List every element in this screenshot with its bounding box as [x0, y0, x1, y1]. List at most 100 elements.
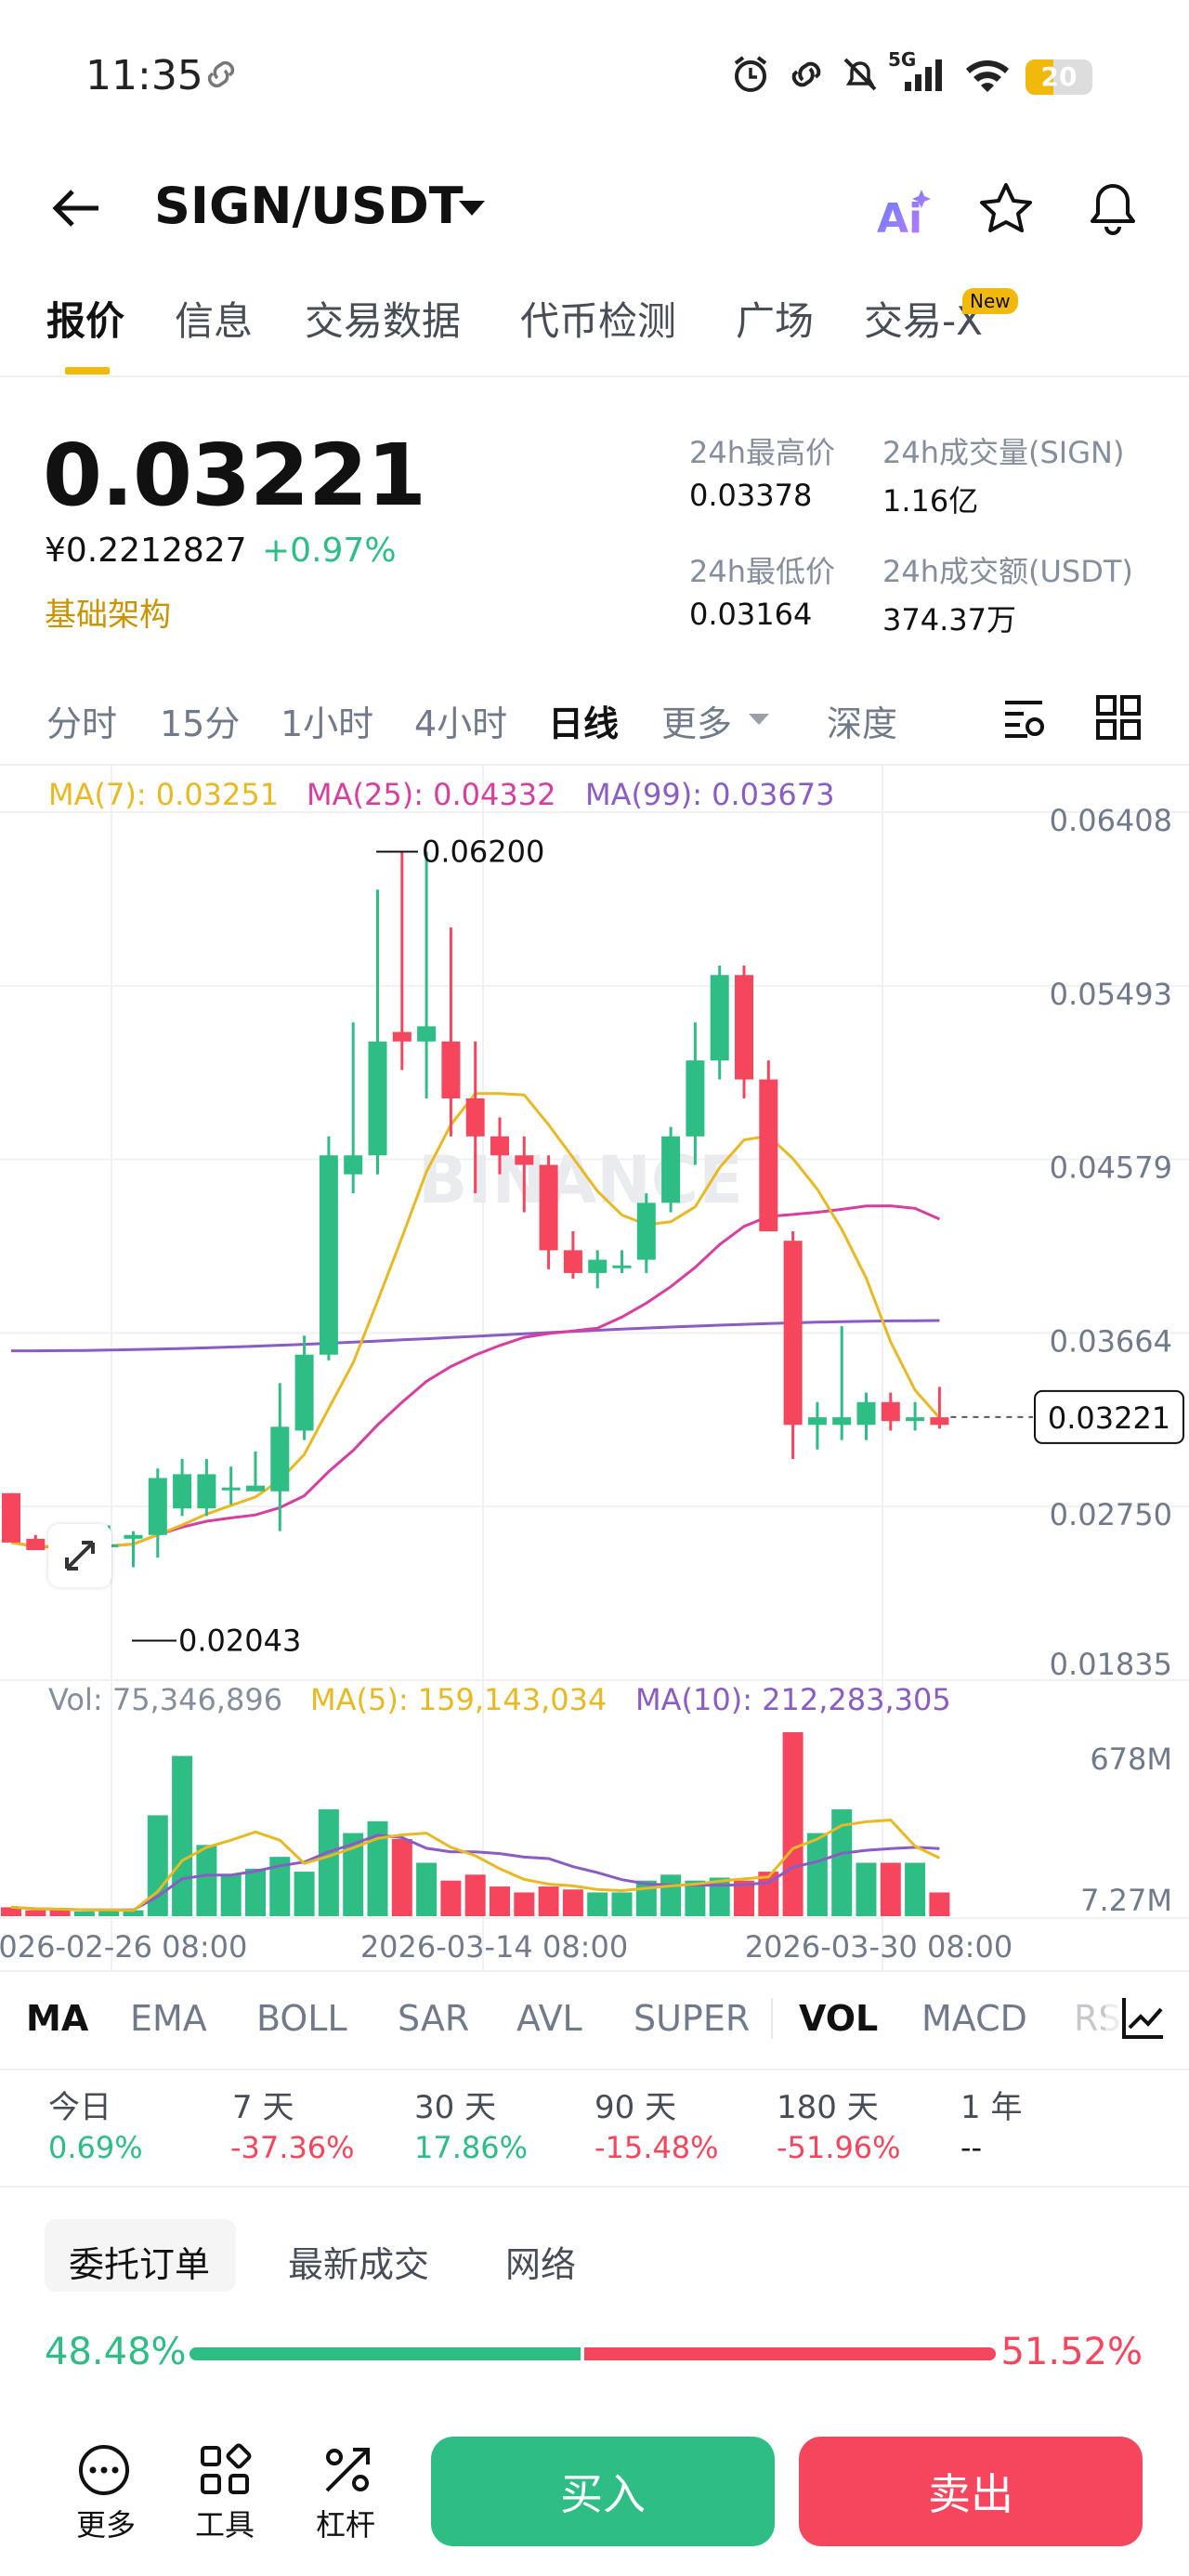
pair-title[interactable]: SIGN/USDT	[154, 177, 464, 235]
candle-body	[490, 1136, 509, 1156]
kline-chart[interactable]: BINANCE 0.06408 0.05493 0.04579 0.03664 0.02…	[0, 766, 1189, 1970]
star-icon[interactable]	[977, 180, 1035, 238]
tab-square[interactable]: 广场	[736, 298, 815, 344]
indicator-fade	[1105, 1983, 1189, 2057]
perf-divider	[0, 2186, 1189, 2188]
candle-body	[636, 1203, 656, 1260]
candle-body	[197, 1474, 216, 1509]
interval-4h[interactable]: 4小时	[414, 703, 508, 744]
ma99-legend: MA(99): 0.03673	[585, 777, 834, 812]
network-label: 5G	[888, 48, 917, 71]
binance-watermark: BINANCE	[418, 1142, 743, 1218]
tab-network[interactable]: 网络	[505, 2244, 577, 2285]
indicator-chart-icon[interactable]	[1120, 1994, 1167, 2041]
candle-body	[417, 1026, 437, 1042]
vol-legend: Vol: 75,346,896	[48, 1682, 282, 1717]
volume-bar	[929, 1892, 950, 1916]
volume-value: 1.16亿	[882, 483, 979, 519]
candle-body	[2, 1492, 20, 1543]
indicator-boll[interactable]: BOLL	[256, 1998, 347, 2039]
interval-15m[interactable]: 15分	[160, 703, 241, 744]
link-icon	[791, 61, 821, 87]
time-tick-label: 2026-02-26 08:00	[0, 1929, 247, 1965]
volume-ma5-line	[10, 1818, 941, 1912]
fullscreen-button[interactable]	[48, 1524, 111, 1587]
active-tab-indicator	[65, 367, 110, 375]
more-label[interactable]: 更多	[76, 2507, 137, 2543]
tools-icon[interactable]	[197, 2442, 253, 2498]
interval-1h[interactable]: 1小时	[281, 703, 374, 744]
indicator-ma[interactable]: MA	[26, 1998, 89, 2039]
indicator-sar[interactable]: SAR	[398, 1998, 470, 2039]
last-price: 0.03221	[43, 426, 426, 525]
sell-button[interactable]: 卖出	[799, 2437, 1143, 2546]
low-label: 24h最低价	[689, 554, 836, 589]
volume-bar	[464, 1874, 486, 1916]
price-tick-label: 0.05493	[1050, 977, 1172, 1012]
volume-bar	[685, 1880, 706, 1916]
perf-label-90d: 90 天	[594, 2089, 677, 2126]
indicator-super[interactable]: SUPER	[634, 1998, 751, 2039]
candle-body	[856, 1401, 876, 1426]
indicator-macd[interactable]: MACD	[921, 1998, 1027, 2039]
interval-depth[interactable]: 深度	[827, 703, 898, 744]
candle-body	[294, 1354, 314, 1431]
buy-button[interactable]: 买入	[431, 2437, 775, 2546]
tab-latest-trades[interactable]: 最新成交	[288, 2244, 430, 2285]
tab-token-check[interactable]: 代币检测	[520, 298, 677, 344]
bid-ratio-bar	[189, 2347, 581, 2360]
link-icon	[207, 60, 235, 88]
candle-body	[270, 1426, 290, 1492]
leverage-icon[interactable]	[320, 2442, 375, 2498]
ma25-legend: MA(25): 0.04332	[307, 777, 555, 812]
vol-ma5-legend: MA(5): 159,143,034	[310, 1682, 607, 1717]
volume-bar	[587, 1892, 608, 1916]
ma7-legend: MA(7): 0.03251	[48, 777, 279, 812]
volume-bar	[782, 1732, 804, 1916]
indicator-vol[interactable]: VOL	[799, 1998, 879, 2039]
candle-body	[173, 1474, 192, 1509]
new-badge: New	[962, 288, 1018, 314]
more-icon[interactable]	[76, 2442, 132, 2498]
indicator-ema[interactable]: EMA	[130, 1998, 207, 2039]
volume-bar	[880, 1862, 901, 1916]
perf-label-7d: 7 天	[232, 2089, 294, 2126]
tools-label[interactable]: 工具	[195, 2507, 255, 2543]
candle-body	[148, 1478, 167, 1535]
volume-bars	[1, 1732, 950, 1916]
tab-quote[interactable]: 报价	[46, 298, 125, 344]
price-tick-label: 0.02750	[1050, 1497, 1172, 1532]
chart-settings-icon[interactable]	[1000, 693, 1048, 742]
pair-dropdown-icon[interactable]	[455, 195, 489, 221]
grid-layout-icon[interactable]	[1094, 693, 1143, 742]
volume-bar	[245, 1868, 266, 1916]
candle-body	[563, 1250, 582, 1273]
more-dropdown-icon[interactable]	[747, 710, 771, 729]
interval-timeshare[interactable]: 分时	[46, 703, 118, 744]
indicator-avl[interactable]: AVL	[516, 1998, 582, 2039]
ai-icon[interactable]: Ai	[873, 186, 933, 242]
interval-1d[interactable]: 日线	[548, 703, 620, 744]
volume-bar	[1, 1907, 21, 1916]
candle-body	[319, 1155, 338, 1355]
volume-bar	[367, 1820, 388, 1916]
candle-body	[26, 1538, 46, 1551]
candle-body	[465, 1097, 485, 1137]
back-arrow-icon[interactable]	[48, 182, 104, 234]
candle-body	[515, 1155, 534, 1165]
tab-order-book[interactable]: 委托订单	[69, 2244, 211, 2285]
tab-trading-data[interactable]: 交易数据	[305, 298, 462, 344]
perf-value-30d: 17.86%	[414, 2130, 529, 2165]
volume-bar	[147, 1815, 168, 1916]
interval-more[interactable]: 更多	[661, 703, 733, 744]
leverage-label[interactable]: 杠杆	[316, 2507, 376, 2543]
candle-body	[221, 1487, 241, 1491]
battery-level: 20	[1040, 61, 1078, 92]
volume-bar	[318, 1809, 339, 1916]
category-tag[interactable]: 基础架构	[45, 597, 171, 634]
notification-bell-icon[interactable]	[1083, 177, 1143, 238]
candle-body	[246, 1485, 265, 1492]
tab-info[interactable]: 信息	[175, 298, 254, 344]
volume-bar	[538, 1886, 559, 1916]
volume-bar	[172, 1755, 193, 1916]
